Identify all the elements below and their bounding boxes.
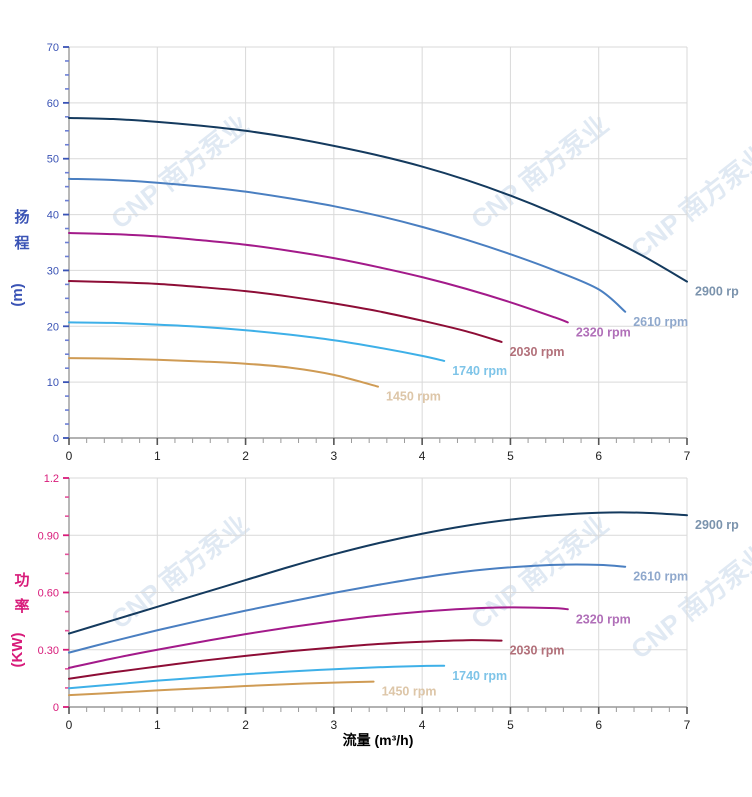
x-axis-tick-label: 0 [66, 449, 73, 463]
y-axis-tick-label: 30 [47, 265, 59, 277]
y-axis-tick-label: 0.90 [38, 530, 59, 542]
y-axis-tick-label: 0 [53, 702, 59, 714]
panel-power-curve: 0 0.30 0.60 0.90 1.2 0 1 2 3 4 5 6 7 功率 (KW) 2900 rp 261… [9, 473, 739, 732]
x-axis-tick-label: 5 [507, 718, 514, 732]
series-label-2900: 2900 rp [695, 285, 739, 299]
y-axis-tick-label: 1.2 [44, 473, 59, 485]
curve-2030-rpm [68, 639, 503, 680]
series-label-2030: 2030 rpm [510, 345, 565, 359]
watermark-text: CNP 南方泵业 [625, 139, 752, 265]
x-axis-tick-label: 2 [242, 449, 249, 463]
y-axis-tick-label: 20 [47, 321, 59, 333]
curve-2610-rpm [68, 563, 627, 654]
watermark-text: CNP 南方泵业 [105, 109, 254, 235]
curve-1740-rpm [68, 664, 446, 690]
y-axis-title: 扬 [14, 208, 29, 226]
y-axis-title: 率 [14, 597, 29, 615]
series-label-1740: 1740 rpm [452, 364, 507, 378]
curve-2900-rpm [68, 511, 688, 635]
panel-head-curve: 0 10 20 30 40 50 60 70 0 1 2 3 4 5 6 7 扬程 (m) 2900 rp 2610 … [9, 42, 739, 463]
x-axis-tick-label: 5 [507, 449, 514, 463]
series-label-2320: 2320 rpm [576, 325, 631, 339]
watermark: CNP 南方泵业 [465, 109, 614, 235]
curve-1450-rpm [68, 680, 375, 697]
x-axis-tick-label: 7 [684, 718, 691, 732]
curve-2610-rpm [68, 177, 627, 313]
y-axis-title: (m) [9, 283, 26, 306]
y-axis-tick-label: 0.30 [38, 645, 59, 657]
x-axis-tick-label: 4 [419, 718, 426, 732]
y-axis-tick-label: 50 [47, 154, 59, 166]
y-axis-title: 程 [14, 235, 29, 252]
x-axis-tick-label: 7 [684, 449, 691, 463]
y-axis-tick-label: 60 [47, 98, 59, 110]
y-axis-title: 功 [14, 572, 29, 589]
watermark: CNP 南方泵业 [105, 109, 254, 235]
x-axis-tick-label: 3 [331, 718, 338, 732]
y-axis-tick-label: 0 [53, 433, 59, 445]
series-label-2320: 2320 rpm [576, 612, 631, 626]
y-axis-tick-label: 40 [47, 210, 59, 222]
series-label-2900: 2900 rp [695, 518, 739, 532]
series-label-1450: 1450 rpm [386, 390, 441, 404]
x-axis-tick-label: 1 [154, 449, 161, 463]
y-axis-tick-label: 10 [47, 377, 59, 389]
x-axis-tick-label: 3 [331, 449, 338, 463]
y-axis-tick-label: 70 [47, 42, 59, 54]
curve-1450-rpm [68, 357, 379, 388]
x-axis-tick-label: 1 [154, 718, 161, 732]
series-label-2610: 2610 rpm [633, 315, 688, 329]
y-axis-tick-label: 0.60 [38, 588, 59, 600]
y-axis-title: (KW) [9, 633, 26, 668]
watermark-text: CNP 南方泵业 [625, 539, 752, 665]
series-label-1450: 1450 rpm [382, 685, 437, 699]
x-axis-tick-label: 6 [595, 449, 602, 463]
x-axis-title: 流量 (m³/h) [343, 732, 414, 748]
x-axis-tick-label: 6 [595, 718, 602, 732]
watermark: CNP 南方泵业 [625, 539, 752, 665]
series-label-2030: 2030 rpm [510, 644, 565, 658]
curve-2900-rpm [68, 116, 688, 283]
plot-area [69, 47, 687, 438]
x-axis-tick-label: 4 [419, 449, 426, 463]
curve-1740-rpm [68, 321, 446, 362]
series-label-2610: 2610 rpm [633, 570, 688, 584]
watermark-text: CNP 南方泵业 [465, 109, 614, 235]
x-axis-tick-label: 2 [242, 718, 249, 732]
curve-2320-rpm [68, 232, 569, 324]
watermark: CNP 南方泵业 [625, 139, 752, 265]
x-axis-tick-label: 0 [66, 718, 73, 732]
curve-2320-rpm [68, 606, 569, 669]
curve-2030-rpm [68, 280, 503, 343]
series-label-1740: 1740 rpm [452, 669, 507, 683]
